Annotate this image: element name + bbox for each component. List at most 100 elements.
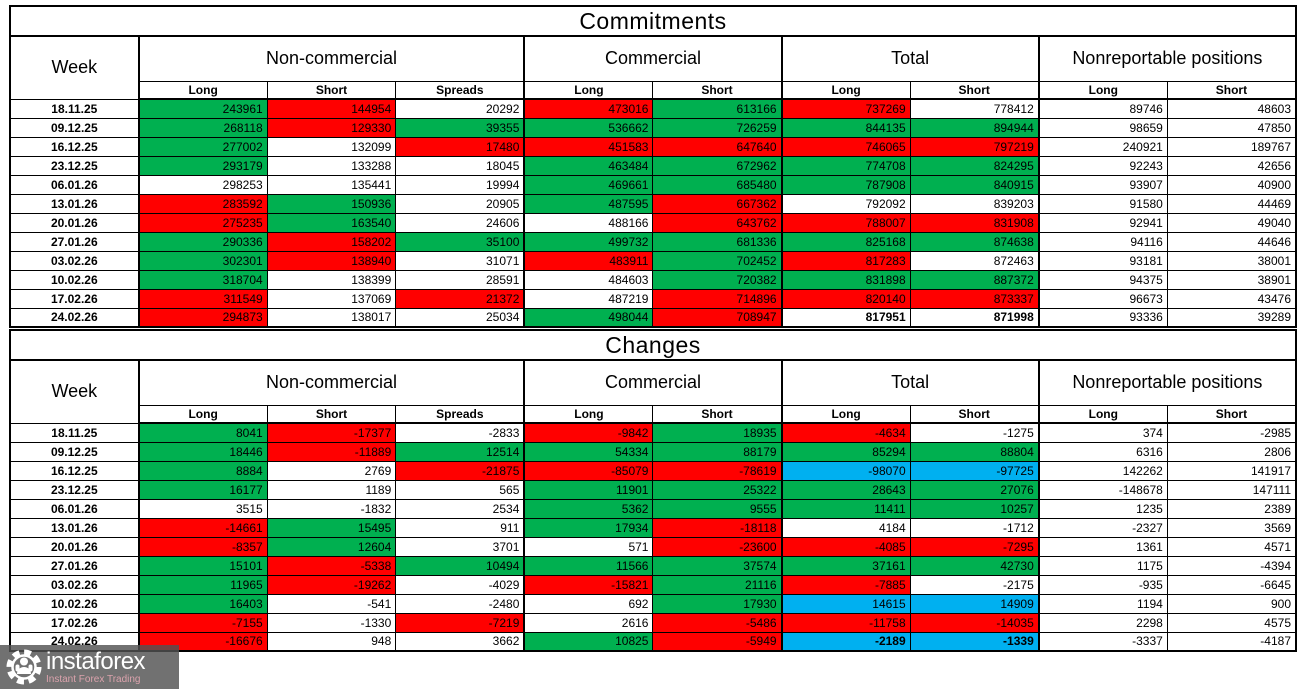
- value-cell: 1189: [266, 479, 397, 500]
- value-cell: 3569: [1166, 517, 1297, 538]
- table-row: 10.02.26 318704 138399 28591 484603 720382 831…: [9, 269, 1297, 290]
- value-cell: -6645: [1166, 574, 1297, 595]
- col-header-nc-short: Short: [266, 404, 397, 424]
- value-cell: 25034: [395, 307, 525, 328]
- group-header-commercial: Commercial: [523, 35, 783, 82]
- table-row: 17.02.26 -7155 -1330 -7219 2616 -5486 -11758 -1…: [9, 612, 1297, 633]
- table-row: 13.01.26 -14661 15495 911 17934 -18118 4184 -17…: [9, 517, 1297, 538]
- value-cell: 43476: [1166, 288, 1297, 309]
- value-cell: 38001: [1166, 250, 1297, 271]
- value-cell: 27076: [909, 479, 1040, 500]
- value-cell: 47850: [1166, 117, 1297, 138]
- watermark-brand: instaforex: [46, 647, 146, 675]
- value-cell: -14661: [137, 517, 268, 538]
- group-header-nonreportable: Nonreportable positions: [1037, 35, 1297, 82]
- value-cell: 647640: [652, 136, 783, 157]
- value-cell: 37161: [780, 555, 911, 576]
- table-row: 20.01.26 -8357 12604 3701 571 -23600 -4085 -729…: [9, 536, 1297, 557]
- value-cell: 54334: [523, 441, 654, 462]
- value-cell: 6316: [1037, 441, 1168, 462]
- week-column-header: Week: [9, 359, 140, 424]
- value-cell: 158202: [266, 231, 397, 252]
- value-cell: 16177: [137, 479, 268, 500]
- table-row: 24.02.26 294873 138017 25034 498044 708947 817…: [9, 307, 1297, 328]
- value-cell: 96673: [1037, 288, 1168, 309]
- value-cell: 129330: [266, 117, 397, 138]
- week-cell: 27.01.26: [9, 555, 140, 576]
- value-cell: 3662: [395, 631, 525, 652]
- value-cell: 240921: [1037, 136, 1168, 157]
- value-cell: 451583: [523, 136, 654, 157]
- value-cell: 3701: [395, 536, 525, 557]
- value-cell: 10494: [395, 555, 525, 576]
- value-cell: -1275: [909, 422, 1040, 443]
- value-cell: 463484: [523, 155, 654, 176]
- table-row: 18.11.25 8041 -17377 -2833 -9842 18935 -4634 -1…: [9, 422, 1297, 443]
- value-cell: 4184: [780, 517, 911, 538]
- value-cell: 839203: [909, 193, 1040, 214]
- week-cell: 23.12.25: [9, 479, 140, 500]
- col-header-c-short: Short: [652, 404, 783, 424]
- week-column-header: Week: [9, 35, 140, 100]
- value-cell: -14035: [909, 612, 1040, 633]
- value-cell: 487219: [523, 288, 654, 309]
- value-cell: 31071: [395, 250, 525, 271]
- value-cell: 737269: [780, 98, 911, 119]
- col-header-nr-short: Short: [1166, 404, 1297, 424]
- value-cell: 702452: [652, 250, 783, 271]
- value-cell: 831898: [780, 269, 911, 290]
- col-header-nc-long: Long: [137, 404, 268, 424]
- table-row: 27.01.26 15101 -5338 10494 11566 37574 37161 42…: [9, 555, 1297, 576]
- value-cell: -1832: [266, 498, 397, 519]
- value-cell: 16403: [137, 593, 268, 614]
- value-cell: 9555: [652, 498, 783, 519]
- week-cell: 13.01.26: [9, 193, 140, 214]
- value-cell: 900: [1166, 593, 1297, 614]
- value-cell: 469661: [523, 174, 654, 195]
- value-cell: 488166: [523, 212, 654, 233]
- value-cell: 824295: [909, 155, 1040, 176]
- value-cell: 1175: [1037, 555, 1168, 576]
- value-cell: 873337: [909, 288, 1040, 309]
- value-cell: 98659: [1037, 117, 1168, 138]
- value-cell: -4029: [395, 574, 525, 595]
- week-cell: 06.01.26: [9, 498, 140, 519]
- table-row: 24.02.26 -16676 948 3662 10825 -5949 -2189 -133…: [9, 631, 1297, 652]
- value-cell: 40900: [1166, 174, 1297, 195]
- value-cell: 24606: [395, 212, 525, 233]
- value-cell: -4187: [1166, 631, 1297, 652]
- week-cell: 18.11.25: [9, 422, 140, 443]
- value-cell: 840915: [909, 174, 1040, 195]
- value-cell: -97725: [909, 460, 1040, 481]
- value-cell: 746065: [780, 136, 911, 157]
- value-cell: 11566: [523, 555, 654, 576]
- value-cell: 93336: [1037, 307, 1168, 328]
- value-cell: -23600: [652, 536, 783, 557]
- value-cell: 484603: [523, 269, 654, 290]
- value-cell: -98070: [780, 460, 911, 481]
- table-row: 23.12.25 16177 1189 565 11901 25322 28643 27076…: [9, 479, 1297, 500]
- value-cell: -18118: [652, 517, 783, 538]
- week-cell: 24.02.26: [9, 307, 140, 328]
- value-cell: 778412: [909, 98, 1040, 119]
- value-cell: -541: [266, 593, 397, 614]
- value-cell: 141917: [1166, 460, 1297, 481]
- value-cell: 4575: [1166, 612, 1297, 633]
- value-cell: 11901: [523, 479, 654, 500]
- value-cell: 499732: [523, 231, 654, 252]
- value-cell: 94116: [1037, 231, 1168, 252]
- value-cell: 37574: [652, 555, 783, 576]
- value-cell: 88804: [909, 441, 1040, 462]
- value-cell: -7155: [137, 612, 268, 633]
- col-header-t-long: Long: [780, 404, 911, 424]
- col-header-nr-long: Long: [1037, 404, 1168, 424]
- col-header-nc-long: Long: [137, 80, 268, 100]
- value-cell: 28591: [395, 269, 525, 290]
- value-cell: -15821: [523, 574, 654, 595]
- week-cell: 03.02.26: [9, 250, 140, 271]
- value-cell: 15495: [266, 517, 397, 538]
- value-cell: 49040: [1166, 212, 1297, 233]
- value-cell: 15101: [137, 555, 268, 576]
- changes-section: Changes Week Non-commercial Commercial T…: [9, 329, 1297, 652]
- table-row: 16.12.25 277002 132099 17480 451583 647640 746…: [9, 136, 1297, 157]
